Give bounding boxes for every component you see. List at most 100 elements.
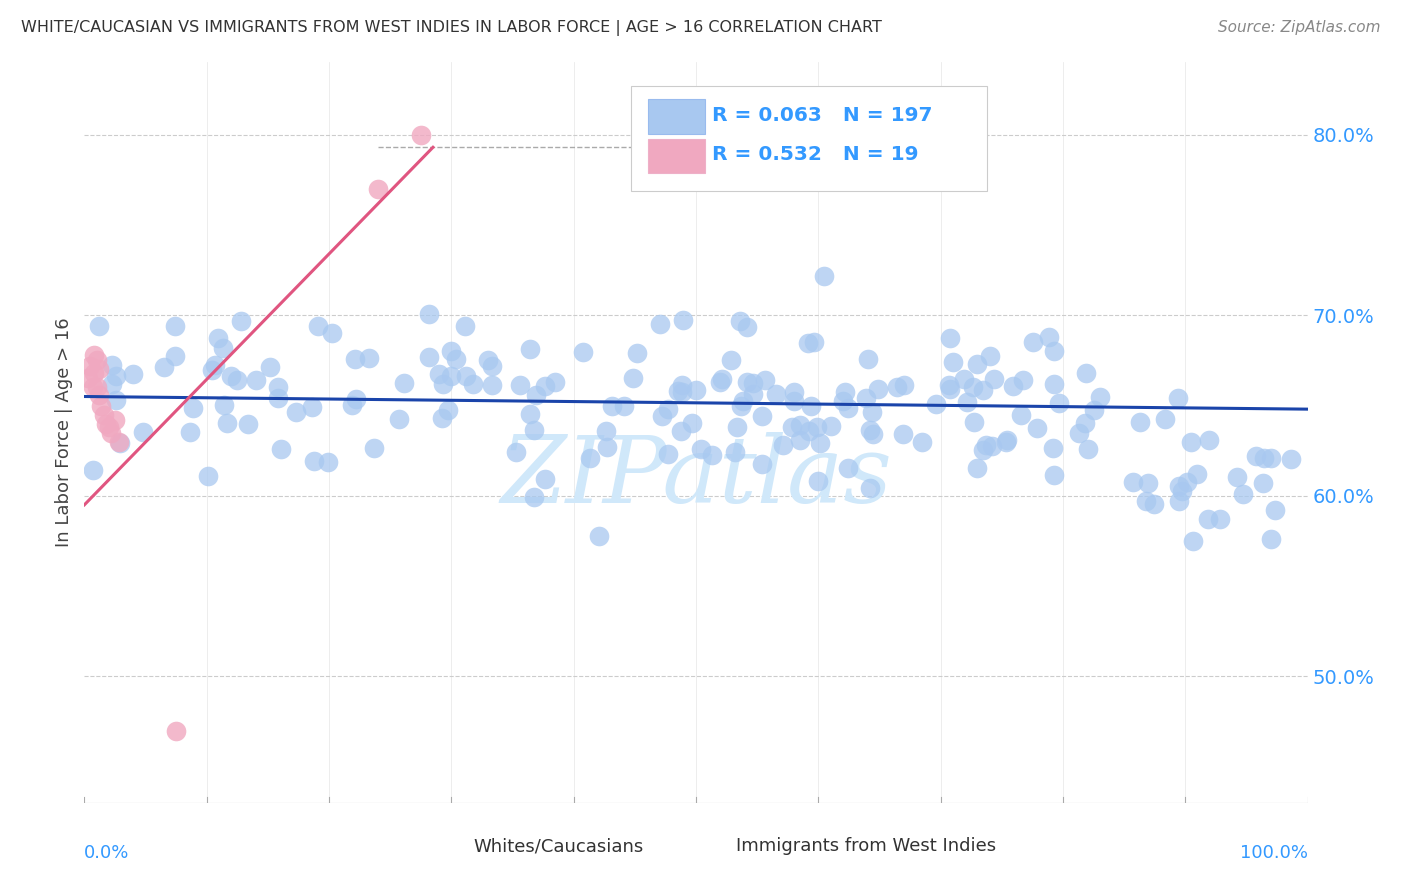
- Point: [735, 320, 758, 334]
- Point: [509, 378, 531, 392]
- Point: [751, 457, 773, 471]
- Point: [613, 399, 636, 413]
- Point: [800, 399, 823, 413]
- Point: [754, 373, 776, 387]
- Point: [1198, 433, 1220, 447]
- Point: [837, 401, 859, 416]
- Point: [344, 392, 367, 406]
- Point: [204, 358, 226, 372]
- Point: [1180, 434, 1202, 449]
- Point: [440, 343, 463, 358]
- Point: [477, 353, 499, 368]
- Point: [972, 384, 994, 398]
- FancyBboxPatch shape: [631, 87, 987, 191]
- Point: [212, 398, 235, 412]
- Point: [104, 413, 127, 427]
- Point: [86, 353, 108, 368]
- Point: [621, 371, 644, 385]
- Point: [321, 326, 343, 340]
- Point: [799, 424, 821, 438]
- Point: [215, 416, 238, 430]
- Point: [285, 405, 308, 419]
- Point: [657, 447, 679, 461]
- Point: [101, 358, 124, 372]
- Point: [463, 377, 485, 392]
- Point: [995, 434, 1018, 449]
- Point: [893, 377, 915, 392]
- Point: [808, 435, 831, 450]
- Point: [772, 438, 794, 452]
- Point: [481, 359, 503, 373]
- Point: [201, 362, 224, 376]
- Point: [440, 368, 463, 383]
- FancyBboxPatch shape: [425, 836, 468, 857]
- Point: [735, 375, 758, 389]
- Point: [855, 391, 877, 405]
- Point: [657, 402, 679, 417]
- Point: [976, 438, 998, 452]
- Point: [481, 377, 503, 392]
- FancyBboxPatch shape: [648, 99, 704, 134]
- Point: [803, 335, 825, 350]
- Point: [730, 399, 752, 413]
- Text: WHITE/CAUCASIAN VS IMMIGRANTS FROM WEST INDIES IN LABOR FORCE | AGE > 16 CORRELA: WHITE/CAUCASIAN VS IMMIGRANTS FROM WEST …: [21, 20, 882, 36]
- Point: [1042, 467, 1064, 482]
- Point: [219, 369, 242, 384]
- Point: [207, 330, 229, 344]
- Point: [671, 424, 693, 438]
- Point: [681, 416, 703, 430]
- Point: [751, 409, 773, 424]
- Point: [1025, 421, 1047, 435]
- Point: [519, 343, 541, 357]
- Point: [229, 314, 252, 328]
- Point: [572, 344, 595, 359]
- Point: [742, 387, 765, 401]
- Point: [418, 307, 440, 321]
- Point: [83, 366, 105, 380]
- Point: [1143, 497, 1166, 511]
- Point: [456, 369, 478, 384]
- Point: [444, 352, 467, 367]
- Point: [1136, 476, 1159, 491]
- Point: [267, 391, 290, 405]
- Point: [533, 379, 555, 393]
- Point: [153, 359, 176, 374]
- Point: [765, 387, 787, 401]
- Point: [972, 442, 994, 457]
- Point: [725, 420, 748, 434]
- Point: [101, 377, 124, 392]
- Point: [163, 319, 186, 334]
- Point: [1253, 450, 1275, 465]
- Point: [1167, 391, 1189, 405]
- Point: [110, 435, 132, 450]
- Point: [183, 401, 205, 416]
- Point: [225, 373, 247, 387]
- Point: [596, 440, 619, 454]
- Point: [105, 369, 128, 384]
- Point: [1175, 475, 1198, 489]
- Point: [86, 380, 108, 394]
- Point: [270, 442, 292, 457]
- Point: [1135, 493, 1157, 508]
- Point: [1260, 451, 1282, 466]
- Point: [259, 360, 281, 375]
- Point: [245, 373, 267, 387]
- Point: [866, 383, 889, 397]
- Point: [1002, 378, 1025, 392]
- Point: [87, 387, 110, 401]
- Point: [544, 376, 567, 390]
- Point: [1246, 449, 1268, 463]
- Point: [122, 368, 145, 382]
- Point: [728, 314, 751, 328]
- Point: [87, 362, 110, 376]
- Point: [534, 472, 557, 486]
- Point: [685, 384, 707, 398]
- Point: [344, 351, 367, 366]
- Point: [579, 451, 602, 466]
- Point: [1012, 373, 1035, 387]
- Point: [432, 377, 454, 392]
- Point: [966, 460, 988, 475]
- Y-axis label: In Labor Force | Age > 16: In Labor Force | Age > 16: [55, 318, 73, 548]
- Point: [163, 349, 186, 363]
- Text: Source: ZipAtlas.com: Source: ZipAtlas.com: [1218, 20, 1381, 35]
